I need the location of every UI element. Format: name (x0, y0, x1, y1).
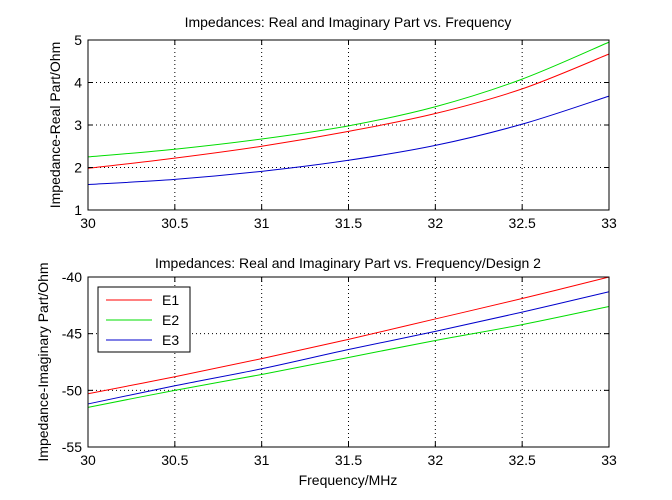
x-tick-label: 32.5 (509, 452, 536, 468)
x-tick-label: 31 (254, 215, 270, 231)
series-line-e3 (87, 291, 610, 405)
x-tick-label: 30.5 (161, 215, 188, 231)
legend-entry: E2 (106, 312, 179, 328)
legend-label: E1 (162, 292, 179, 308)
x-tick-label: 31 (254, 452, 270, 468)
x-tick-label: 33 (601, 452, 617, 468)
x-tick-label: 32.5 (509, 215, 536, 231)
x-tick-label: 32 (428, 215, 444, 231)
series-lines (87, 41, 610, 185)
y-tick-label: 2 (74, 160, 82, 176)
legend-label: E3 (162, 332, 179, 348)
y-tick-label: -45 (62, 326, 82, 342)
legend-entry: E1 (106, 292, 179, 308)
subplot-real-part: Impedances: Real and Imaginary Part vs. … (47, 14, 617, 231)
legend: E1 E2 E3 (97, 286, 191, 353)
series-line-e2 (87, 305, 610, 408)
x-tick-label: 30.5 (161, 452, 188, 468)
y-ticks: 1 2 3 4 5 (74, 32, 609, 218)
chart-title: Impedances: Real and Imaginary Part vs. … (185, 14, 512, 30)
series-line-curve-3 (87, 95, 610, 185)
y-ticks: -55 -50 -45 -40 (62, 269, 609, 455)
x-tick-label: 31.5 (335, 215, 362, 231)
x-tick-label: 30 (80, 215, 96, 231)
legend-entry: E3 (106, 332, 179, 348)
chart-title: Impedances: Real and Imaginary Part vs. … (155, 255, 541, 271)
x-axis-title: Frequency/MHz (299, 472, 398, 488)
x-ticks: 30 30.5 31 31.5 32 32.5 33 (80, 40, 617, 231)
subplot-imaginary-part: Impedances: Real and Imaginary Part vs. … (35, 255, 617, 488)
x-tick-label: 31.5 (335, 452, 362, 468)
x-tick-label: 33 (601, 215, 617, 231)
series-line-curve-1 (87, 53, 610, 169)
y-tick-label: -55 (62, 439, 82, 455)
grid (87, 39, 610, 211)
y-axis-title: Impedance-Real Part/Ohm (47, 42, 63, 209)
x-ticks: 30 30.5 31 31.5 32 32.5 33 (80, 277, 617, 468)
y-tick-label: 5 (74, 32, 82, 48)
y-axis-title: Impedance-Imaginary Part/Ohm (35, 262, 51, 461)
y-tick-label: 1 (74, 202, 82, 218)
y-tick-label: -40 (62, 269, 82, 285)
series-line-e1 (87, 276, 610, 395)
series-lines (87, 276, 610, 408)
y-tick-label: 3 (74, 117, 82, 133)
x-tick-label: 32 (428, 452, 444, 468)
legend-label: E2 (162, 312, 179, 328)
series-line-curve-2 (87, 41, 610, 158)
x-tick-label: 30 (80, 452, 96, 468)
y-tick-label: 4 (74, 75, 82, 91)
y-tick-label: -50 (62, 382, 82, 398)
